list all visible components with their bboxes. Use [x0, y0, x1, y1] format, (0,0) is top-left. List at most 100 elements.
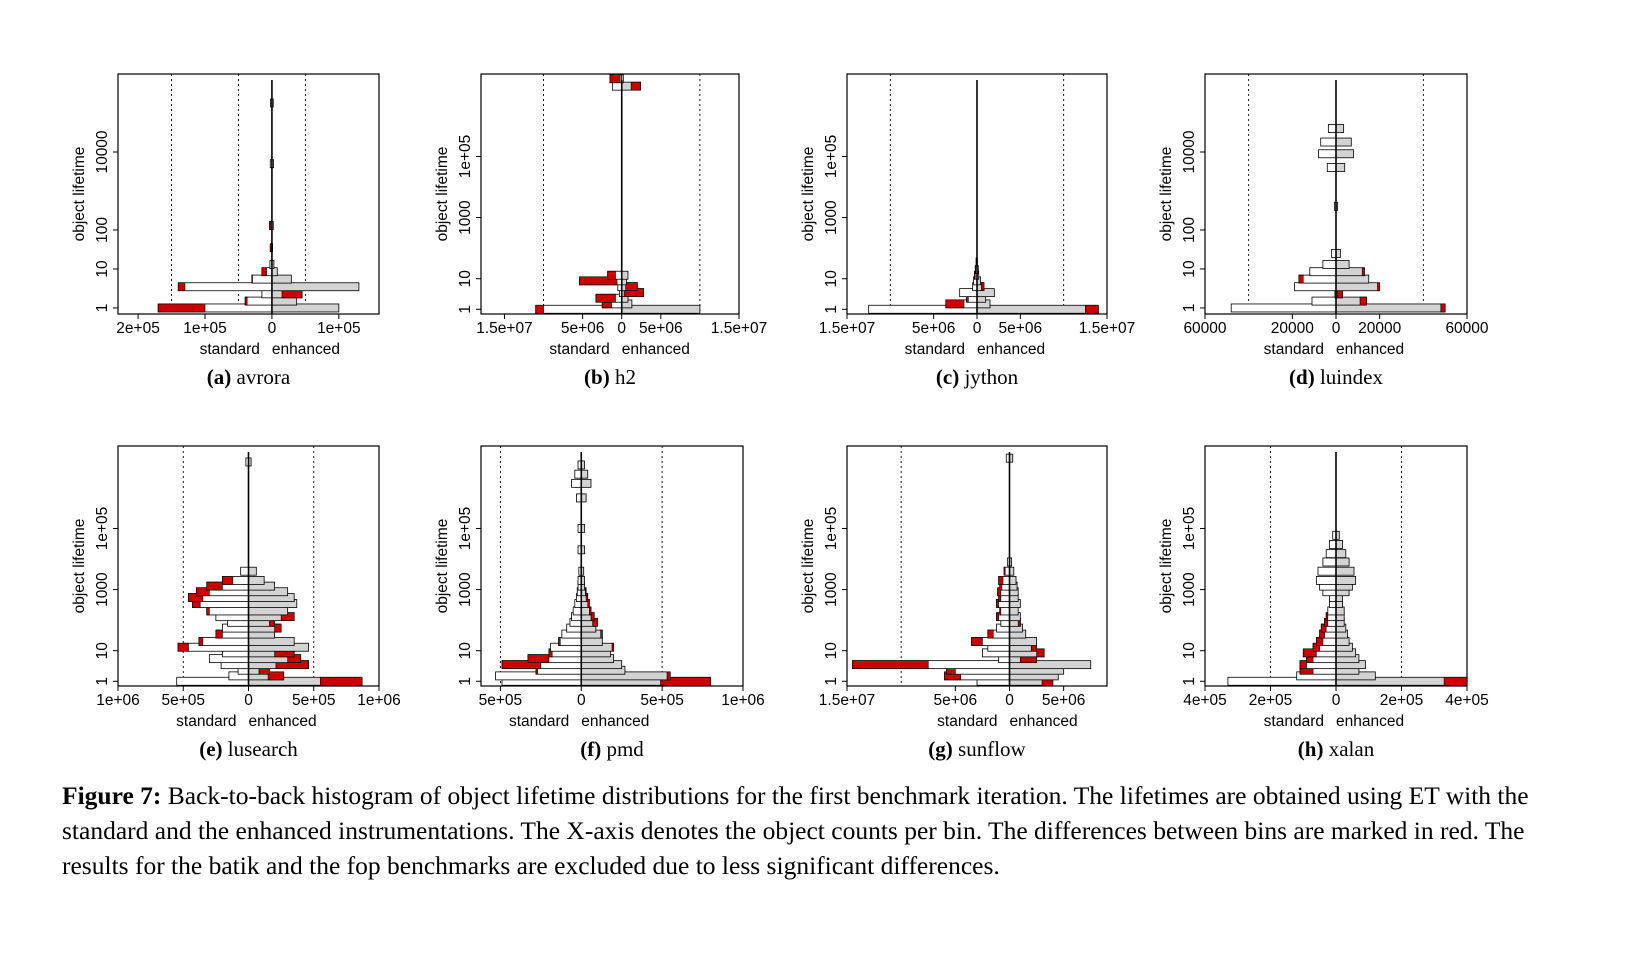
- standard-bar: [1327, 124, 1337, 133]
- difference-bar: [996, 599, 999, 608]
- y-axis-label: object lifetime: [1158, 147, 1175, 242]
- standard-bar: [571, 478, 582, 488]
- y-axis-label: object lifetime: [71, 519, 88, 614]
- enhanced-bar: [976, 304, 1099, 314]
- x-label-enhanced: enhanced: [249, 713, 317, 730]
- panel-caption-name: h2: [615, 365, 636, 389]
- enhanced-bar: [1335, 260, 1350, 269]
- difference-bar: [177, 282, 186, 292]
- y-tick-label: 10: [1181, 260, 1198, 278]
- enhanced-bar: [1335, 566, 1355, 576]
- difference-bar: [1440, 303, 1446, 313]
- panel-caption-name: xalan: [1329, 737, 1375, 761]
- difference-bar: [206, 581, 223, 591]
- difference-bar: [1443, 676, 1468, 686]
- panel-caption-name: sunflow: [958, 737, 1027, 761]
- standard-bar: [1322, 557, 1337, 567]
- x-tick-label: 0: [617, 320, 626, 337]
- difference-bar: [987, 629, 994, 639]
- standard-bar: [574, 469, 582, 479]
- difference-bar: [319, 676, 363, 686]
- y-tick-label: 100: [94, 217, 111, 243]
- panel-jython: 1.5e+07 5e+06 0 5e+06 1.5e+07 standard enhance…: [800, 73, 1135, 389]
- x-tick-label: 1.5e+07: [1079, 320, 1135, 337]
- y-axis-label: object lifetime: [800, 147, 817, 242]
- enhanced-bar: [1335, 124, 1345, 133]
- difference-bar: [1085, 304, 1099, 314]
- x-tick-label: 5e+05: [161, 692, 205, 709]
- panel-luindex: 60000 20000 0 20000 60000 standard enhanced 1 10…: [1158, 73, 1489, 389]
- difference-bar: [974, 270, 976, 280]
- difference-bar: [998, 576, 1004, 585]
- difference-bar: [1359, 296, 1367, 306]
- difference-bar: [600, 629, 603, 639]
- enhanced-bar: [271, 274, 292, 284]
- y-tick-label: 10: [823, 642, 840, 660]
- standard-bar: [999, 606, 1010, 616]
- panel-caption-letter: (h): [1298, 737, 1329, 761]
- y-tick-label: 100: [1181, 217, 1198, 243]
- panel-caption-name: pmd: [606, 737, 644, 761]
- difference-bar: [1299, 660, 1307, 669]
- x-tick-label: 1.5e+07: [476, 320, 532, 337]
- y-tick-label: 1e+05: [457, 507, 474, 551]
- standard-bar: [206, 606, 249, 616]
- standard-bar: [1318, 149, 1337, 159]
- difference-bar: [196, 587, 210, 597]
- y-tick-label: 1e+05: [1181, 507, 1198, 551]
- enhanced-bar: [1335, 282, 1381, 292]
- difference-bar: [589, 606, 592, 616]
- y-axis-label: object lifetime: [71, 147, 88, 242]
- y-tick-label: 10: [1181, 642, 1198, 660]
- panel-xalan: 4e+05 2e+05 0 2e+05 4e+05 standard enhanced 1 10…: [1158, 445, 1489, 761]
- x-tick-label: 2e+05: [1380, 692, 1424, 709]
- difference-bar: [595, 293, 616, 303]
- figure-caption-text: Back-to-back histogram of object lifetim…: [62, 781, 1529, 880]
- difference-bar: [625, 282, 638, 291]
- panel-caption-name: avrora: [237, 365, 291, 389]
- difference-bar: [981, 282, 985, 291]
- standard-bar: [1315, 575, 1337, 585]
- y-tick-label: 10: [457, 642, 474, 660]
- panel-caption-name: lusearch: [228, 737, 298, 761]
- difference-bar: [660, 676, 711, 686]
- y-tick-label: 10000: [94, 130, 111, 173]
- standard-bar: [1294, 282, 1337, 292]
- standard-bar: [240, 566, 249, 576]
- panel-caption-letter: (e): [199, 737, 228, 761]
- panel-caption-letter: (b): [584, 365, 615, 389]
- enhanced-bar: [580, 637, 603, 646]
- y-axis-label: object lifetime: [434, 519, 451, 614]
- x-tick-label: 5e+06: [1042, 692, 1086, 709]
- enhanced-bar: [580, 469, 589, 479]
- panel-caption: (h) xalan: [1298, 737, 1375, 761]
- plot-frame: [846, 445, 1108, 687]
- difference-bar: [501, 660, 542, 669]
- panel-caption: (e) lusearch: [199, 737, 298, 761]
- y-tick-label: 1e+05: [823, 507, 840, 551]
- enhanced-bar: [1335, 149, 1354, 159]
- standard-bar: [1322, 260, 1337, 269]
- x-tick-label: 0: [577, 692, 586, 709]
- x-tick-label: 5e+05: [292, 692, 336, 709]
- standard-bar: [1327, 606, 1337, 616]
- difference-bar: [222, 576, 234, 585]
- difference-bar: [999, 606, 1002, 616]
- difference-bar: [1377, 282, 1380, 292]
- x-label-standard: standard: [549, 341, 609, 358]
- standard-bar: [1298, 274, 1337, 284]
- enhanced-bar: [248, 637, 295, 646]
- difference-bar: [852, 660, 929, 669]
- difference-bar: [206, 606, 210, 616]
- y-tick-label: 1: [457, 305, 474, 314]
- difference-bar: [269, 243, 272, 253]
- x-tick-label: 5e+06: [934, 692, 978, 709]
- difference-bar: [558, 637, 561, 646]
- panel-caption: (c) jython: [936, 365, 1019, 389]
- difference-bar: [157, 303, 206, 313]
- x-tick-label: 0: [268, 320, 277, 337]
- y-tick-label: 1000: [457, 572, 474, 607]
- y-tick-label: 10000: [1181, 130, 1198, 173]
- enhanced-bar: [1335, 540, 1343, 549]
- x-label-enhanced: enhanced: [1336, 341, 1404, 358]
